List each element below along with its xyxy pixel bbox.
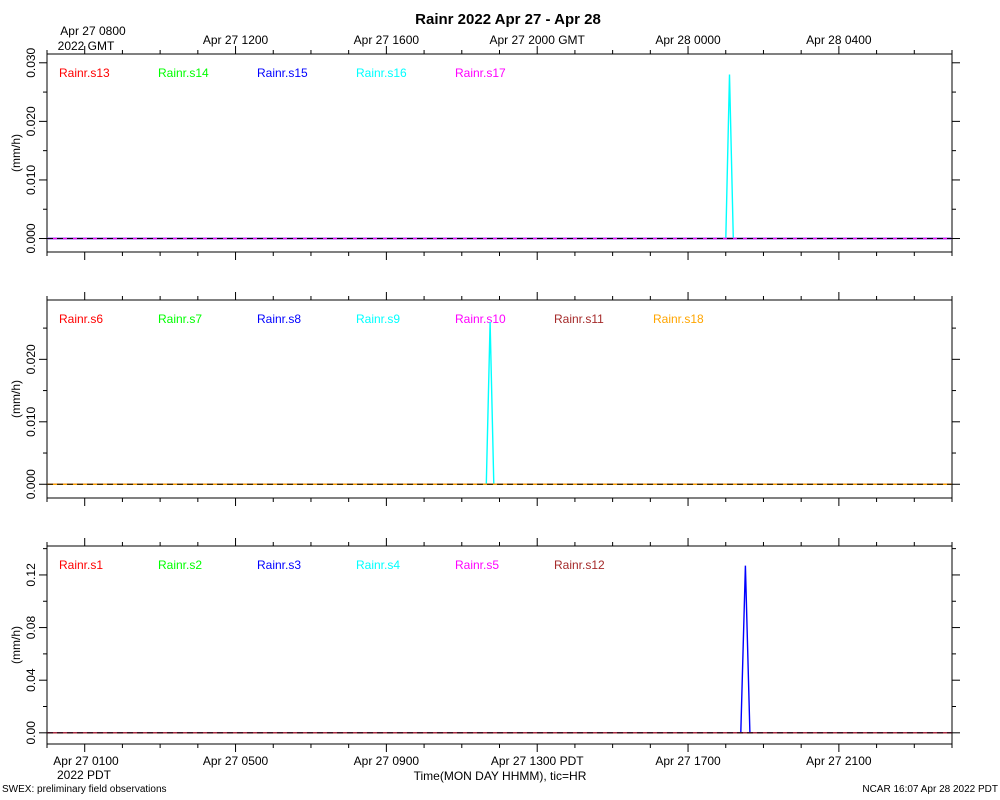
top-axis-first-label-line2: 2022 GMT (58, 39, 115, 53)
y-tick-label: 0.000 (24, 469, 38, 499)
plot-frame (46, 53, 953, 253)
legend-entry: Rainr.s15 (257, 66, 308, 80)
bottom-axis-labels: Apr 27 0500 Apr 27 0900 Apr 27 1300 PDT Apr… (203, 754, 872, 768)
legend-entry: Rainr.s10 (455, 312, 506, 326)
legend-entry: Rainr.s11 (554, 312, 604, 326)
bottom-axis-first-label-line2: 2022 PDT (57, 768, 112, 782)
series-line (47, 565, 952, 734)
top-axis-label: Apr 27 1600 (354, 33, 420, 47)
bottom-axis-label: Apr 27 1300 PDT (491, 754, 584, 768)
panel-3: 0.00 0.04 0.08 0.12 (mm/h) Rainr.s1 Rainr.s2 Ra… (9, 538, 960, 752)
y-tick-label: 0.04 (24, 668, 38, 692)
legend-entry: Rainr.s18 (653, 312, 704, 326)
y-tick-label: 0.030 (24, 47, 38, 77)
y-tick-label: 0.12 (24, 563, 38, 587)
y-axis-label: (mm/h) (9, 134, 23, 172)
y-tick-label: 0.08 (24, 616, 38, 640)
top-axis-labels: Apr 27 1200 Apr 27 1600 Apr 27 2000 GMT Apr… (203, 33, 872, 47)
top-axis-label: Apr 28 0400 (806, 33, 872, 47)
x-axis-label: Time(MON DAY HHMM), tic=HR (414, 769, 587, 783)
legend-entry: Rainr.s13 (59, 66, 110, 80)
bottom-axis-first-label-line1: Apr 27 0100 (53, 754, 119, 768)
panel-1: 0.000 0.010 0.020 0.030 (mm/h) Rainr.s13 Rainr… (9, 46, 960, 260)
chart-title: Rainr 2022 Apr 27 - Apr 28 (415, 11, 601, 28)
legend-entry: Rainr.s1 (59, 558, 103, 572)
y-axis-label: (mm/h) (9, 380, 23, 418)
footer-right: NCAR 16:07 Apr 28 2022 PDT (862, 784, 998, 795)
panel-2: 0.000 0.010 0.020(mm/h) Rainr.s6 Rainr.s7 Rai… (9, 292, 960, 506)
legend-entry: Rainr.s17 (455, 66, 506, 80)
legend-entry: Rainr.s14 (158, 66, 209, 80)
legend-entry: Rainr.s9 (356, 312, 400, 326)
legend-entry: Rainr.s5 (455, 558, 499, 572)
top-axis-label: Apr 28 0000 (655, 33, 721, 47)
bottom-axis-label: Apr 27 2100 (806, 754, 872, 768)
y-tick-label: 0.020 (24, 344, 38, 374)
legend-entry: Rainr.s12 (554, 558, 605, 572)
y-axis-label: (mm/h) (9, 626, 23, 664)
y-tick-label: 0.020 (24, 106, 38, 136)
legend-entry: Rainr.s4 (356, 558, 400, 572)
top-axis-label: Apr 27 1200 (203, 33, 269, 47)
top-axis-first-label-line1: Apr 27 0800 (60, 24, 126, 38)
y-tick-label: 0.00 (24, 721, 38, 745)
plot-frame (46, 545, 953, 745)
legend-entry: Rainr.s2 (158, 558, 202, 572)
plot-frame (46, 299, 953, 499)
legend-entry: Rainr.s8 (257, 312, 301, 326)
top-axis-label: Apr 27 2000 GMT (490, 33, 586, 47)
series-line (47, 321, 952, 485)
y-tick-label: 0.010 (24, 406, 38, 436)
legend-entry: Rainr.s6 (59, 312, 103, 326)
footer-left: SWEX: preliminary field observations (2, 784, 167, 795)
legend-entry: Rainr.s16 (356, 66, 407, 80)
series-line (47, 74, 952, 240)
y-tick-label: 0.000 (24, 223, 38, 253)
legend-entry: Rainr.s7 (158, 312, 202, 326)
bottom-axis-label: Apr 27 0500 (203, 754, 269, 768)
bottom-axis-label: Apr 27 0900 (354, 754, 420, 768)
y-tick-label: 0.010 (24, 165, 38, 195)
legend-entry: Rainr.s3 (257, 558, 301, 572)
bottom-axis-label: Apr 27 1700 (655, 754, 721, 768)
plot-panels: 0.000 0.010 0.020 0.030 (mm/h) Rainr.s13 Rainr… (9, 46, 960, 752)
